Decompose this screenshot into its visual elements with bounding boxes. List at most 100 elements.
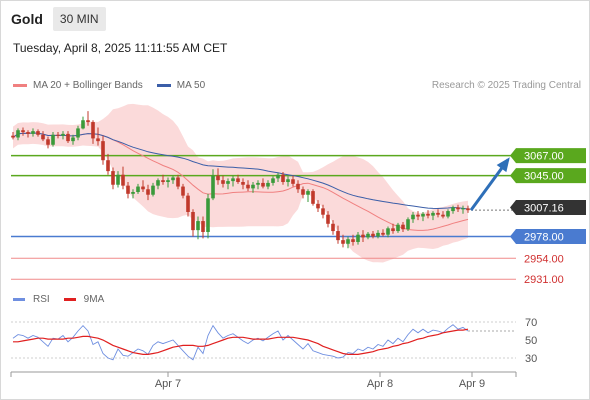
candle-body (326, 214, 330, 224)
candle-body (216, 175, 220, 181)
level-tag-3045.00: 3045.00 (524, 171, 564, 183)
candle-body (366, 233, 370, 238)
ma50-swatch (156, 84, 171, 87)
candle-body (321, 208, 325, 215)
candle-body (76, 128, 80, 138)
rsi-tick-label: 30 (525, 353, 537, 365)
candle-body (136, 186, 140, 192)
candle-body (301, 189, 305, 195)
instrument-title: Gold (11, 11, 43, 27)
candle-body (376, 232, 380, 237)
candle-body (126, 185, 130, 194)
candle-body (266, 182, 270, 187)
candle-body (141, 186, 145, 190)
candle-body (296, 183, 300, 190)
candle-body (391, 228, 395, 232)
candle-body (66, 133, 70, 142)
rsi-label: RSI (33, 294, 50, 305)
candle-body (396, 224, 400, 232)
level-tag-3045.00-bg (510, 168, 586, 184)
candle-body (286, 179, 290, 183)
candle-body (196, 221, 200, 231)
candle-body (351, 239, 355, 242)
candle-body (86, 120, 90, 123)
candle-body (281, 174, 285, 183)
rsi-tick-label: 70 (525, 317, 537, 329)
candle-body (311, 191, 315, 204)
candle-body (451, 207, 455, 212)
candle-body (446, 211, 450, 217)
candle-body (226, 181, 230, 184)
candle-body (291, 179, 295, 184)
candle-body (426, 213, 430, 216)
candle-body (31, 131, 35, 134)
candle-body (241, 182, 245, 185)
candles (11, 111, 470, 249)
candle-body (341, 240, 345, 244)
bollinger-band (13, 103, 468, 263)
current-price-tag-bg (510, 199, 586, 215)
rsi-ma-swatch (63, 298, 76, 301)
candle-body (346, 239, 350, 244)
timeframe-badge[interactable]: 30 MIN (52, 7, 106, 31)
candle-body (201, 221, 205, 232)
candle-body (271, 178, 275, 183)
candle-body (416, 214, 420, 217)
candle-body (461, 208, 465, 210)
candle-body (256, 182, 260, 185)
level-tag-2954.00: 2954.00 (524, 253, 564, 265)
candle-body (131, 192, 135, 194)
candle-body (16, 130, 20, 138)
candle-body (456, 207, 460, 210)
ma20-swatch (13, 84, 27, 87)
level-tag-2978.00: 2978.00 (524, 232, 564, 244)
legend-rsi-ma: 9MA (63, 294, 105, 305)
x-tick-label: Apr 9 (459, 378, 485, 390)
candle-body (306, 191, 310, 195)
candle-body (386, 228, 390, 235)
candle-body (236, 178, 240, 183)
candle-body (206, 198, 210, 232)
level-tag-2978.00-bg (510, 229, 586, 245)
candle-body (56, 134, 60, 136)
candle-body (71, 137, 75, 142)
rsi-legend: RSI 9MA (13, 294, 118, 305)
candle-body (161, 180, 165, 183)
candle-body (106, 160, 110, 172)
ma50-label: MA 50 (176, 80, 206, 91)
candle-body (406, 219, 410, 230)
candle-body (36, 131, 40, 135)
candle-body (146, 189, 150, 195)
datetime-label: Tuesday, April 8, 2025 11:11:55 AM CET (13, 41, 228, 55)
x-tick-label: Apr 7 (155, 378, 181, 390)
candle-body (51, 134, 55, 145)
level-tag-3067.00-bg (510, 148, 586, 164)
rsi-swatch (13, 298, 25, 301)
candle-body (401, 224, 405, 230)
candle-body (101, 141, 105, 161)
candle-body (116, 174, 120, 185)
candle-body (356, 234, 360, 242)
candle-body (81, 120, 85, 129)
candle-body (181, 186, 185, 196)
candle-body (231, 178, 235, 182)
legend-rsi: RSI (13, 294, 50, 305)
research-credit: Research © 2025 Trading Central (431, 80, 581, 91)
candle-body (441, 214, 445, 217)
candle-body (21, 130, 25, 133)
rsi-tick-label: 50 (525, 335, 537, 347)
candle-body (466, 208, 470, 211)
candle-body (336, 231, 340, 241)
candle-body (331, 223, 335, 232)
candle-body (371, 233, 375, 237)
candle-body (171, 177, 175, 181)
candle-body (361, 234, 365, 238)
ma20-label: MA 20 + Bollinger Bands (33, 80, 143, 91)
candle-body (176, 177, 180, 187)
level-tag-3067.00: 3067.00 (524, 151, 564, 163)
ma50-line (12, 132, 469, 210)
legend-ma20: MA 20 + Bollinger Bands (13, 80, 143, 91)
candle-body (121, 174, 125, 186)
rsi-ma-label: 9MA (83, 294, 105, 305)
